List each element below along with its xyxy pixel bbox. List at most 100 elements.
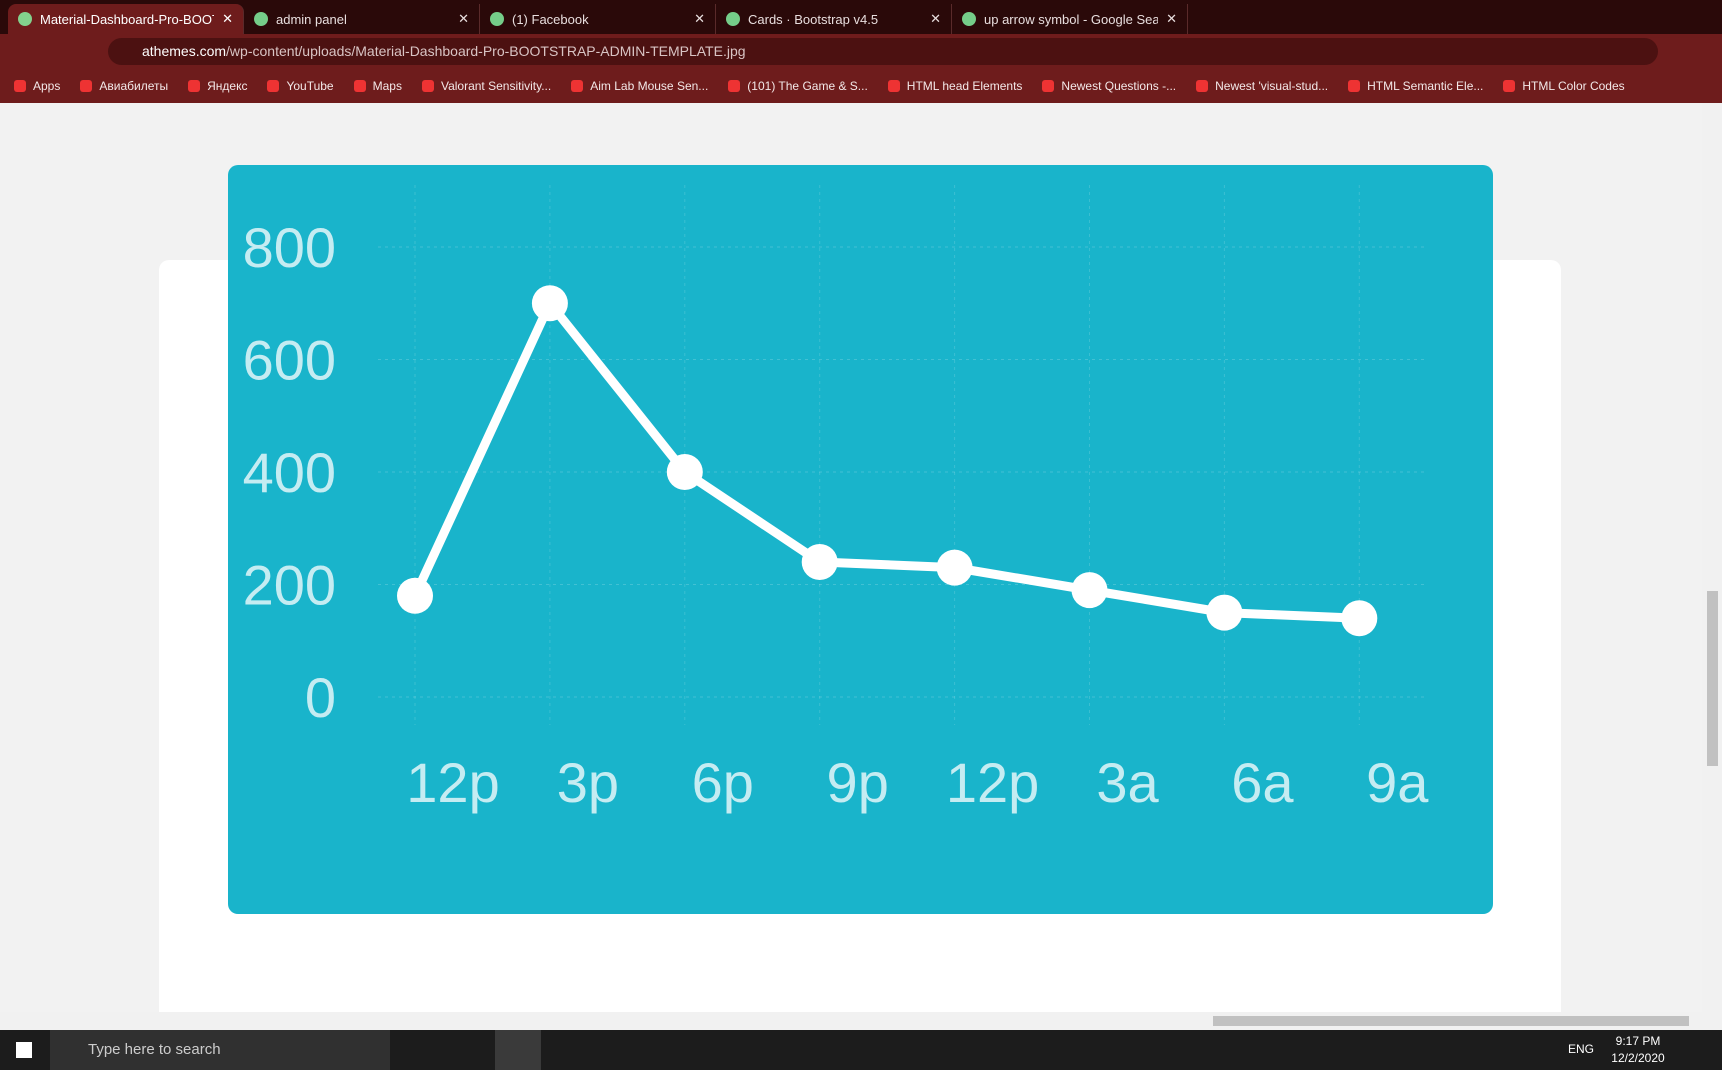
bookmark-label: (101) The Game & S...: [747, 79, 868, 93]
bookmark-icon: [1348, 80, 1361, 92]
tab[interactable]: up arrow symbol - Google Search ✕: [952, 4, 1188, 34]
point: [531, 285, 568, 322]
y-tick-label: 0: [305, 666, 336, 729]
bookmark[interactable]: HTML head Elements: [887, 79, 1023, 93]
tab-bar: Material-Dashboard-Pro-BOOTST✕admin pane…: [0, 0, 1722, 34]
x-tick-label: 9a: [1366, 751, 1429, 814]
x-tick-label: 9p: [827, 751, 889, 814]
bookmark-icon: [421, 80, 434, 92]
tab-close[interactable]: ✕: [694, 11, 705, 26]
bookmark-label: Яндекс: [207, 79, 248, 93]
point: [936, 549, 973, 586]
tab[interactable]: (1) Facebook ✕: [480, 4, 716, 34]
x-tick-label: 6p: [692, 751, 754, 814]
clock-date: 12/2/2020: [1611, 1051, 1665, 1065]
y-tick-label: 400: [243, 441, 336, 504]
y-tick-label: 600: [243, 329, 336, 392]
chart: 0 200 400 600 800 12p 3p 6p 9p 12p 3a 6a 9a: [228, 165, 1493, 914]
tab[interactable]: admin panel ✕: [244, 4, 480, 34]
point: [1206, 594, 1243, 631]
bookmark-label: HTML Color Codes: [1522, 79, 1625, 93]
bookmarks-bar: Apps Авиабилеты Яндекс YouTube Maps Valorant …: [0, 69, 1722, 103]
x-tick-label: 3p: [557, 751, 619, 814]
url-path: /wp-content/uploads/Material-Dashboard-P…: [226, 43, 746, 59]
bookmark-label: YouTube: [286, 79, 334, 93]
tab[interactable]: Material-Dashboard-Pro-BOOTST ✕: [8, 4, 244, 34]
bookmark-icon: [80, 80, 93, 92]
bookmark-label: HTML Semantic Ele...: [1367, 79, 1484, 93]
tab[interactable]: Cards · Bootstrap v4.5 ✕: [716, 4, 952, 34]
start-button[interactable]: [16, 1042, 32, 1058]
bookmark[interactable]: Valorant Sensitivity...: [421, 79, 552, 93]
tab-icon: [490, 12, 504, 26]
clock-time: 9:17 PM: [1615, 1034, 1661, 1048]
y-tick-label: 800: [243, 216, 336, 279]
bookmark-icon: [1042, 80, 1055, 92]
bookmark[interactable]: HTML Semantic Ele...: [1348, 79, 1483, 93]
y-tick-label: 200: [243, 554, 336, 617]
point: [397, 577, 433, 614]
bookmark[interactable]: (101) The Game & S...: [728, 79, 868, 93]
bookmark-icon: [887, 80, 900, 92]
bookmark-label: Valorant Sensitivity...: [440, 79, 552, 93]
tab-icon: [18, 12, 32, 26]
bookmark[interactable]: Apps: [14, 79, 60, 93]
point: [666, 454, 703, 490]
x-tick-label: 12p: [406, 751, 499, 814]
bookmark[interactable]: HTML Color Codes: [1503, 79, 1625, 93]
bookmark[interactable]: Maps: [353, 79, 402, 93]
bookmark-label: Авиабилеты: [99, 79, 169, 93]
tab-title: Material-Dashboard-Pro-BOOTST: [40, 11, 214, 27]
horizontal-scrollbar: [0, 1012, 1702, 1030]
bookmark-icon: [14, 80, 26, 92]
bookmark-label: HTML head Elements: [906, 79, 1023, 93]
line: [410, 298, 1360, 623]
url-field[interactable]: athemes.com/wp-content/uploads/Material-…: [108, 38, 1658, 65]
bookmark-icon: [267, 80, 280, 92]
bookmark[interactable]: Aim Lab Mouse Sen...: [571, 79, 708, 93]
bookmark[interactable]: Newest 'visual-stud...: [1196, 79, 1328, 93]
url-host: athemes.com: [142, 43, 227, 59]
scroll-thumb[interactable]: [1213, 1016, 1689, 1026]
bookmark-label: Newest Questions -...: [1061, 79, 1177, 93]
bookmark-label: Maps: [372, 79, 402, 93]
scroll-thumb[interactable]: [1707, 591, 1718, 766]
address-bar: athemes.com/wp-content/uploads/Material-…: [0, 34, 1722, 69]
bookmark-label: Apps: [33, 79, 61, 93]
x-tick-label: 12p: [946, 751, 1039, 814]
bookmark-label: Aim Lab Mouse Sen...: [590, 79, 709, 93]
search-box[interactable]: Type here to search: [50, 1030, 390, 1070]
taskbar: Type here to search ENG 9:17 PM 12/2/202…: [0, 1030, 1722, 1070]
tab-icon: [962, 12, 976, 26]
tab-title: admin panel: [276, 11, 347, 27]
chart-card: [228, 165, 1493, 914]
bookmark[interactable]: Авиабилеты: [80, 79, 168, 93]
tab-icon: [254, 12, 268, 26]
x-tick-label: 6a: [1231, 751, 1294, 814]
bookmark-icon: [728, 80, 741, 92]
bookmark-label: Newest 'visual-stud...: [1215, 79, 1329, 93]
content: 0 200 400 600 800 12p 3p 6p 9p 12p 3a 6a 9a: [0, 103, 1702, 1012]
point: [1071, 572, 1108, 609]
chrome-app[interactable]: [495, 1030, 541, 1070]
tab-close[interactable]: ✕: [930, 11, 941, 26]
tab-title: (1) Facebook: [512, 11, 589, 27]
bookmark-icon: [353, 80, 366, 92]
bookmark-icon: [1196, 80, 1209, 92]
tab-title: Cards · Bootstrap v4.5: [748, 11, 879, 27]
tab-close[interactable]: ✕: [1166, 11, 1177, 26]
bookmark[interactable]: Яндекс: [188, 79, 247, 93]
language: ENG: [1568, 1042, 1595, 1056]
point: [1341, 600, 1378, 637]
point: [801, 544, 838, 580]
bookmark-icon: [571, 80, 584, 92]
x-tick-label: 3a: [1096, 751, 1159, 814]
bookmark[interactable]: Newest Questions -...: [1042, 79, 1176, 93]
bookmark-icon: [1503, 80, 1516, 92]
tab-close[interactable]: ✕: [222, 11, 233, 26]
tab-title: up arrow symbol - Google Search: [984, 11, 1159, 27]
bookmark[interactable]: YouTube: [267, 79, 334, 93]
tab-icon: [726, 12, 740, 26]
tab-close[interactable]: ✕: [458, 11, 469, 26]
